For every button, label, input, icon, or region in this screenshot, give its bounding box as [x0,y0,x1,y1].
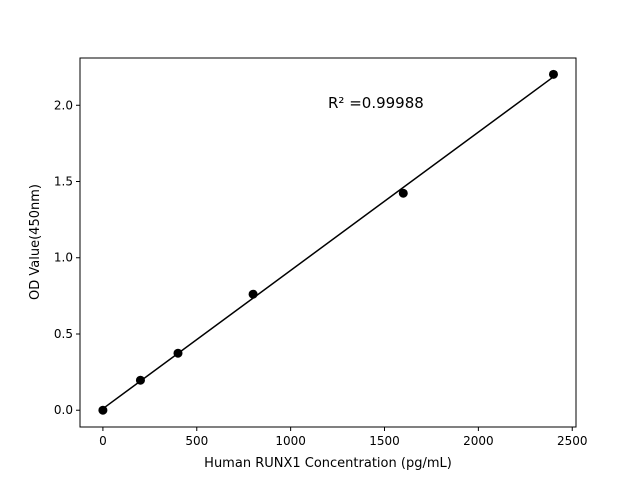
y-axis-label: OD Value(450nm) [28,184,43,300]
x-tick-label: 1500 [369,434,400,448]
y-tick-label: 2.0 [54,98,73,112]
data-point [398,188,408,198]
x-tick-label: 2000 [463,434,494,448]
data-point [135,375,145,385]
x-tick-label: 1000 [275,434,306,448]
data-point [173,348,183,358]
x-tick-label: 500 [185,434,208,448]
data-point [248,289,258,299]
data-point [548,69,558,79]
y-tick-label: 1.0 [54,251,73,265]
y-tick-label: 0.5 [54,327,73,341]
y-tick-label: 1.5 [54,175,73,189]
y-tick-label: 0.0 [54,403,73,417]
x-axis-label: Human RUNX1 Concentration (pg/mL) [204,456,452,471]
r-squared-annotation: R² =0.99988 [328,94,424,112]
data-point [98,405,108,415]
x-tick-label: 2500 [557,434,588,448]
x-tick-label: 0 [99,434,107,448]
